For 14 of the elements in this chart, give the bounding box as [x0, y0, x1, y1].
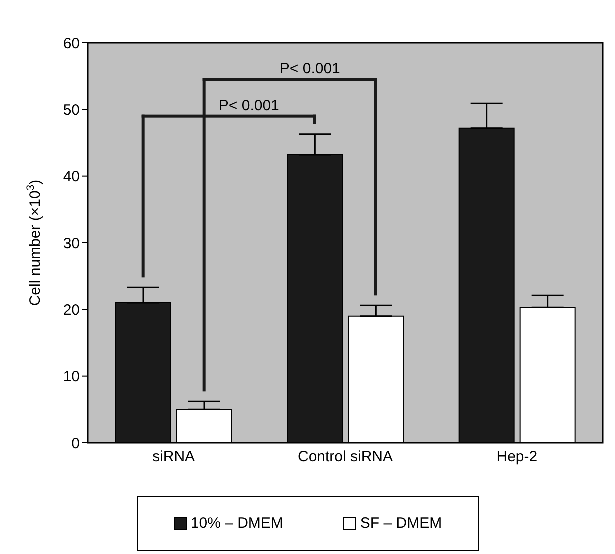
- legend-label: SF – DMEM: [360, 515, 442, 532]
- x-tick-label: Hep-2: [496, 448, 538, 466]
- legend-label: 10% – DMEM: [190, 515, 284, 532]
- annotation: P< 0.001: [280, 60, 340, 78]
- y-tick-label: 30: [63, 235, 80, 252]
- y-tick-label: 50: [63, 102, 80, 119]
- y-tick-label: 20: [63, 302, 80, 319]
- annotation: P< 0.001: [218, 97, 280, 114]
- x-tick-label: Control siRNA: [298, 448, 394, 466]
- y-tick-label: 60: [63, 35, 80, 52]
- y-tick-label: 40: [63, 168, 80, 186]
- y-tick-label: 10: [63, 368, 80, 386]
- x-tick-label: siRNA: [152, 448, 196, 466]
- y-tick-label: 0: [72, 435, 80, 452]
